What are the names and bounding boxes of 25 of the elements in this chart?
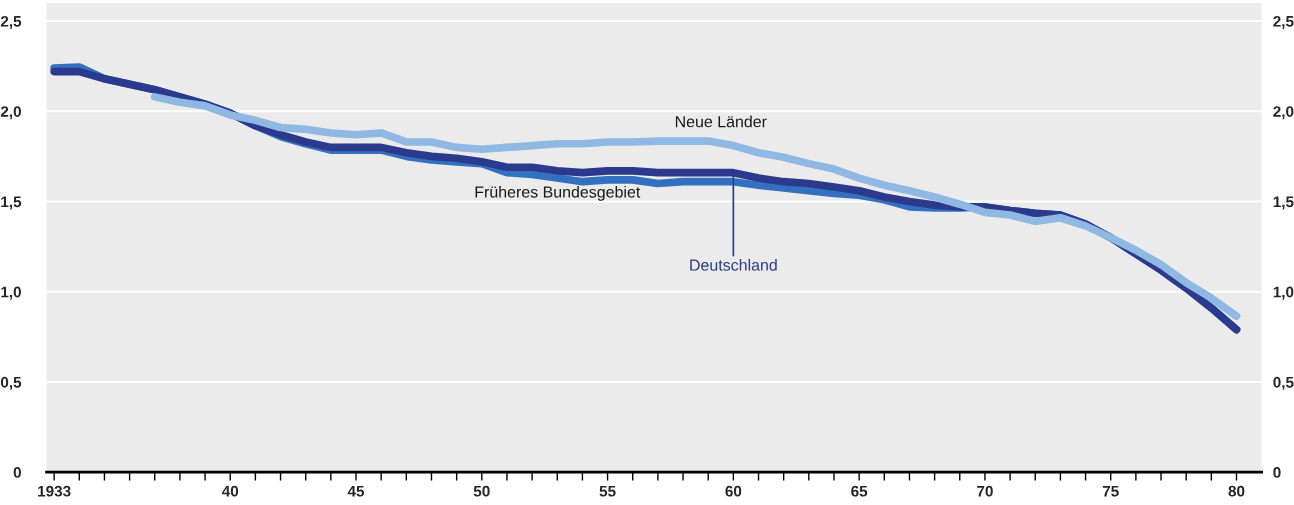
x-tick-label: 45 (347, 485, 365, 497)
y-tick-label: 0 (13, 467, 21, 478)
y2-tick-label: 1,5 (1273, 196, 1294, 210)
x-tick-label: 55 (599, 485, 616, 497)
y-tick-label: 1,5 (1, 196, 22, 210)
x-tick-label: 40 (221, 485, 239, 497)
y2-tick-label: 2,5 (1273, 15, 1294, 29)
x-tick-label: 1933 (38, 485, 71, 497)
y2-tick-label: 0 (1273, 467, 1281, 478)
y-tick-label: 2,5 (0, 15, 22, 29)
y2-tick-label: 2,0 (1273, 106, 1294, 120)
y-tick-label: 1,0 (1, 286, 21, 300)
x-tick-label: 50 (473, 485, 490, 497)
y-tick-label: 0,5 (0, 376, 22, 390)
x-tick-label: 60 (725, 485, 742, 497)
y-tick-label: 2,0 (0, 106, 21, 120)
series-label: Früheres Bundesgebiet (475, 185, 641, 201)
x-tick-label: 65 (851, 485, 868, 497)
x-tick-label: 80 (1228, 485, 1245, 497)
series-label: Neue Länder (675, 115, 767, 128)
y2-tick-label: 0,5 (1273, 376, 1294, 390)
y2-tick-label: 1,0 (1273, 286, 1294, 300)
text: Deutschland (690, 259, 777, 271)
x-tick-label: 75 (1102, 485, 1119, 497)
x-tick-label: 70 (977, 485, 993, 497)
